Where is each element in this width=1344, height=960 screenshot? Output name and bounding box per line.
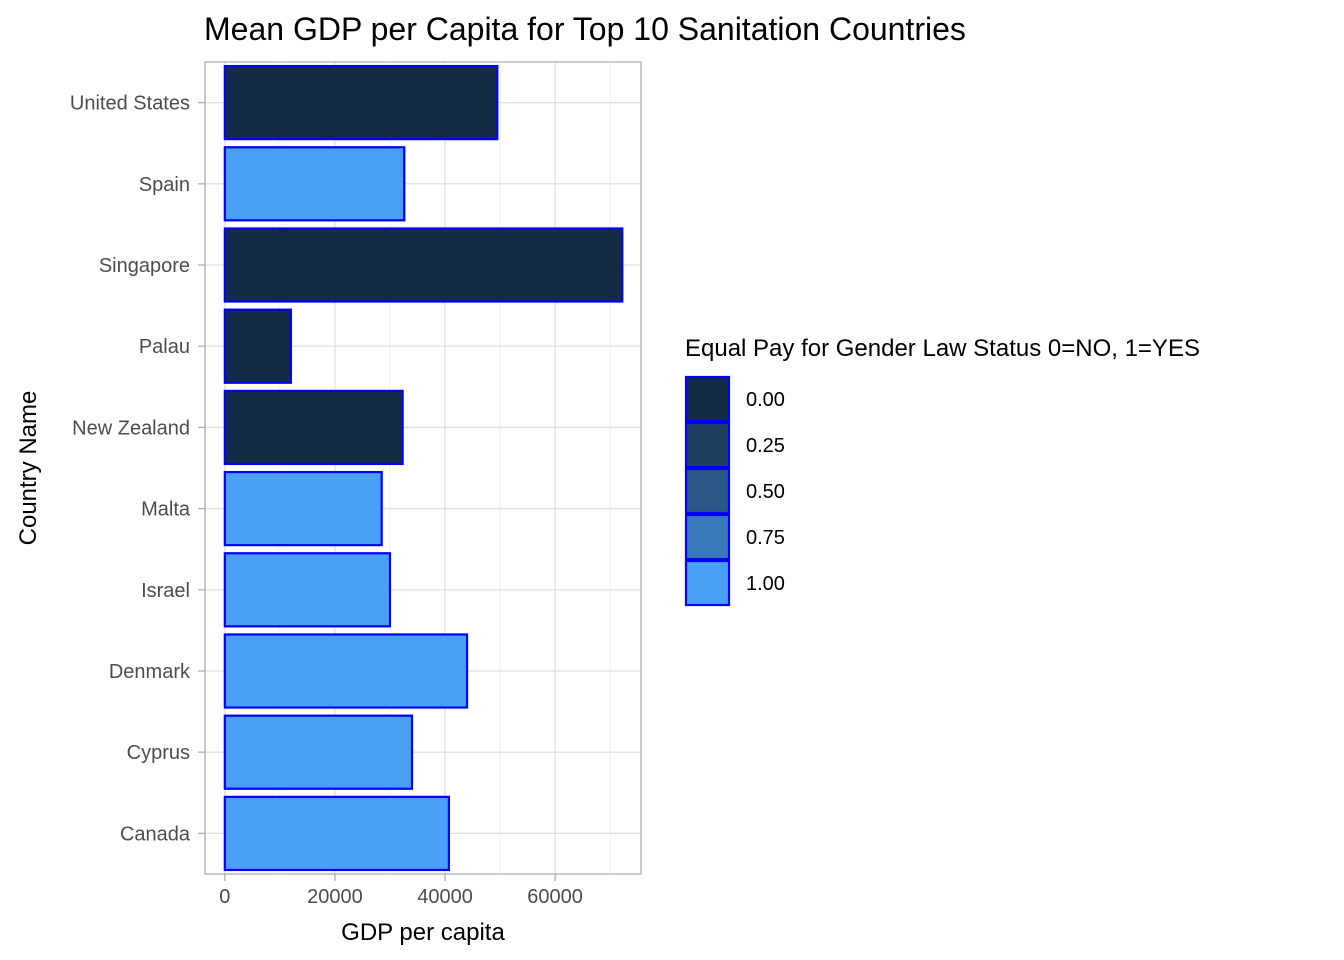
legend-key xyxy=(684,375,731,423)
x-tick-label: 40000 xyxy=(417,886,473,908)
panel-border xyxy=(204,61,642,875)
y-tick-label: Denmark xyxy=(109,661,191,683)
legend-label: 0.00 xyxy=(746,389,785,411)
bar-cyprus xyxy=(223,714,414,790)
bar-palau xyxy=(223,308,292,384)
y-tick-label: Israel xyxy=(141,580,190,602)
bar-singapore xyxy=(223,227,624,303)
y-tick-label: Spain xyxy=(139,174,190,196)
legend-key xyxy=(684,559,731,607)
legend-entries: 0.00 0.25 0.50 0.75 1.00 xyxy=(684,375,785,607)
legend-label: 0.50 xyxy=(746,481,785,503)
x-tick-label: 0 xyxy=(219,886,230,908)
bar-israel xyxy=(223,552,392,628)
x-axis-title: GDP per capita xyxy=(341,919,505,946)
y-axis-title: Country Name xyxy=(15,391,42,546)
y-tick-label: Singapore xyxy=(99,255,190,277)
chart-title: Mean GDP per Capita for Top 10 Sanitatio… xyxy=(204,11,966,47)
y-tick-label: Malta xyxy=(141,499,191,521)
y-tick-label: Canada xyxy=(120,823,191,845)
bar-united-states xyxy=(223,64,499,141)
legend: Equal Pay for Gender Law Status 0=NO, 1=… xyxy=(684,335,1200,607)
y-axis: United States Spain Singapore Palau New Zeal… xyxy=(70,93,205,845)
legend-key xyxy=(684,513,731,561)
bar-spain xyxy=(223,146,406,222)
y-tick-label: New Zealand xyxy=(72,417,190,439)
bar-malta xyxy=(223,470,383,547)
bar-canada xyxy=(223,795,450,872)
legend-title: Equal Pay for Gender Law Status 0=NO, 1=… xyxy=(685,335,1200,362)
bar-denmark xyxy=(223,633,469,709)
legend-label: 0.25 xyxy=(746,435,785,457)
legend-label: 1.00 xyxy=(746,573,785,595)
x-tick-label: 20000 xyxy=(307,886,363,908)
x-tick-label: 60000 xyxy=(527,886,583,908)
y-tick-label: Cyprus xyxy=(127,742,190,764)
x-axis: 0 20000 40000 60000 xyxy=(219,874,583,908)
y-tick-label: Palau xyxy=(139,336,190,358)
y-tick-label: United States xyxy=(70,93,190,115)
legend-key xyxy=(684,467,731,515)
bars xyxy=(223,64,624,872)
plot-panel xyxy=(204,61,642,875)
bar-new-zealand xyxy=(223,389,404,466)
legend-key xyxy=(684,421,731,469)
legend-label: 0.75 xyxy=(746,527,785,549)
